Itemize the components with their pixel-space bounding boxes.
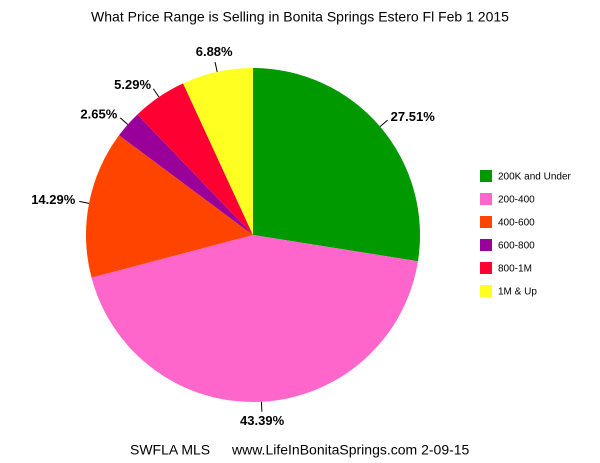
legend-label: 200-400 (498, 195, 535, 206)
pie-slice (137, 83, 253, 235)
legend-label: 600-800 (498, 241, 535, 252)
legend-label: 1M & Up (498, 287, 537, 298)
leader-line (379, 119, 388, 127)
pie-slice (253, 68, 420, 262)
legend-swatch (480, 262, 492, 274)
footer-site: www.LifeInBonitaSprings.com 2-09-15 (231, 442, 470, 458)
leader-line (260, 401, 263, 412)
legend-label: 400-600 (498, 218, 535, 229)
legend-label: 200K and Under (498, 172, 572, 183)
pie-slice (91, 235, 418, 402)
legend-swatch (480, 239, 492, 251)
leader-line (214, 62, 218, 72)
data-label: 27.51% (391, 109, 436, 124)
leader-line (79, 200, 90, 204)
data-label: 14.29% (31, 192, 76, 207)
legend-label: 800-1M (498, 264, 532, 275)
chart-title: What Price Range is Selling in Bonita Sp… (91, 9, 509, 25)
legend-swatch (480, 193, 492, 205)
data-label: 5.29% (114, 77, 151, 92)
footer-source: SWFLA MLS (130, 442, 210, 458)
leader-line (119, 117, 129, 125)
pie-slice (183, 68, 253, 235)
legend-swatch (480, 216, 492, 228)
data-label: 6.88% (196, 44, 233, 59)
pie-slice (85, 135, 253, 278)
legend-swatch (480, 285, 492, 297)
legend-swatch (480, 170, 492, 182)
leader-line (152, 88, 160, 98)
data-label: 43.39% (240, 413, 285, 428)
data-label: 2.65% (80, 107, 117, 122)
pie-slice (119, 114, 254, 235)
